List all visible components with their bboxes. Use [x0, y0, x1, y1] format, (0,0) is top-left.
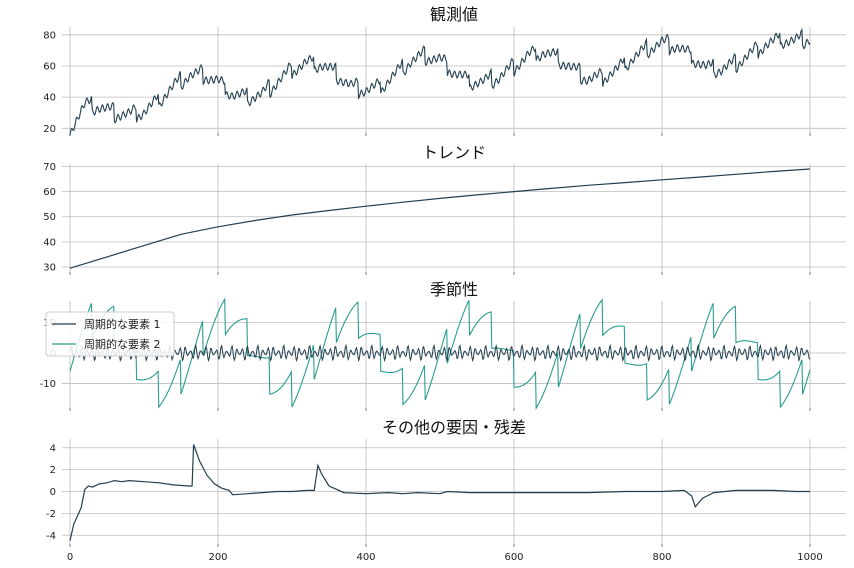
- y-tick-label: 50: [43, 212, 56, 223]
- y-tick-label: 40: [43, 237, 56, 248]
- panel-title-observed: 観測値: [430, 5, 478, 24]
- grid-trend: [62, 164, 846, 275]
- panel-residual: -4 -2 0 2 4 0 200 400 600 800 1000 その他の要因・残差: [46, 418, 846, 563]
- y-tick-label: 20: [43, 124, 56, 135]
- x-tick-label: 800: [652, 552, 671, 563]
- y-tick-label: 40: [43, 93, 56, 104]
- observed-line: [69, 27, 811, 136]
- legend: 周期的な要素 1 周期的な要素 2: [45, 311, 175, 357]
- y-tick-label: 4: [50, 443, 56, 454]
- panel-title-seasonal: 季節性: [430, 280, 478, 299]
- residual-line: [69, 444, 810, 541]
- x-tick-label: 400: [356, 552, 375, 563]
- y-tick-label: 60: [43, 187, 56, 198]
- x-tick-label: 1000: [797, 552, 822, 563]
- y-tick-label: 0: [50, 487, 56, 498]
- panel-seasonal: -10010 季節性 周期的な要素 1 周期的な要素 2: [40, 280, 846, 411]
- y-ticks-residual: -4 -2 0 2 4: [46, 443, 56, 542]
- y-tick-label: -2: [46, 509, 56, 520]
- y-tick-label: 30: [43, 262, 56, 273]
- trend-line: [69, 168, 811, 269]
- x-tick-label: 600: [504, 552, 523, 563]
- y-ticks-trend: 30 40 50 60 70: [43, 162, 56, 273]
- legend-box: [45, 311, 175, 357]
- grid-observed: [62, 27, 846, 136]
- legend-label-component-2: 周期的な要素 2: [84, 337, 161, 351]
- seasonal-component-1-line: [69, 343, 811, 363]
- x-ticks-residual: 0 200 400 600 800 1000: [67, 552, 823, 563]
- y-tick-label: -4: [46, 531, 56, 542]
- panel-title-trend: トレンド: [422, 143, 486, 162]
- grid-seasonal: [62, 301, 846, 411]
- y-ticks-observed: 20 40 60 80: [43, 30, 56, 135]
- y-tick-label: 2: [50, 465, 56, 476]
- x-tick-label: 0: [67, 552, 73, 563]
- panel-observed: 20 40 60 80 観測値: [43, 5, 846, 136]
- grid-residual: [62, 439, 846, 547]
- y-tick-label: 80: [43, 30, 56, 41]
- y-tick-label: 70: [43, 162, 56, 173]
- panel-title-residual: その他の要因・残差: [382, 418, 526, 437]
- legend-label-component-1: 周期的な要素 1: [84, 317, 161, 331]
- y-tick-label: 60: [43, 61, 56, 72]
- x-tick-label: 200: [208, 552, 227, 563]
- y-tick-label: -10: [40, 379, 56, 390]
- panel-trend: 30 40 50 60 70 トレンド: [43, 143, 846, 275]
